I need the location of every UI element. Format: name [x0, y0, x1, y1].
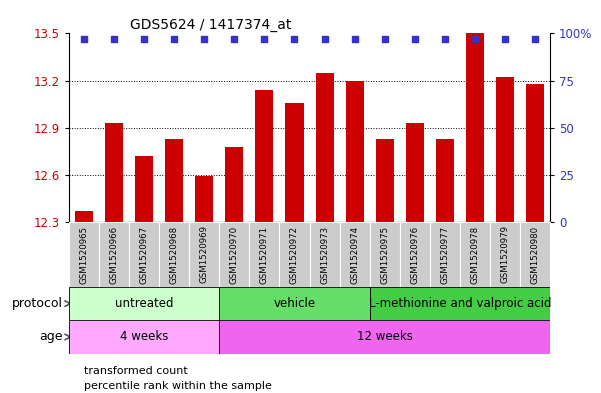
Point — [320, 36, 329, 42]
Text: protocol: protocol — [12, 297, 63, 310]
Bar — [436, 139, 454, 222]
Text: GSM1520978: GSM1520978 — [471, 226, 479, 283]
Bar — [279, 222, 310, 287]
Point — [470, 36, 480, 42]
Bar — [219, 287, 370, 320]
Text: untreated: untreated — [115, 297, 174, 310]
Bar — [285, 103, 304, 222]
Text: vehicle: vehicle — [273, 297, 316, 310]
Bar — [69, 287, 219, 320]
Text: 12 weeks: 12 weeks — [357, 331, 412, 343]
Point — [380, 36, 389, 42]
Bar — [340, 222, 370, 287]
Bar — [219, 320, 550, 354]
Point — [260, 36, 269, 42]
Bar — [460, 222, 490, 287]
Bar — [135, 156, 153, 222]
Bar — [496, 77, 514, 222]
Bar — [249, 222, 279, 287]
Bar — [195, 176, 213, 222]
Bar — [69, 320, 219, 354]
Bar — [370, 287, 550, 320]
Bar — [400, 222, 430, 287]
Bar — [406, 123, 424, 222]
Text: GSM1520970: GSM1520970 — [230, 226, 239, 283]
Bar — [310, 222, 340, 287]
Text: GSM1520966: GSM1520966 — [110, 226, 118, 283]
Bar — [316, 73, 334, 222]
Bar — [99, 222, 129, 287]
Bar — [129, 222, 159, 287]
Text: GSM1520971: GSM1520971 — [260, 226, 269, 283]
Text: GDS5624 / 1417374_at: GDS5624 / 1417374_at — [130, 18, 291, 32]
Point — [350, 36, 359, 42]
Text: age: age — [40, 331, 63, 343]
Bar — [376, 139, 394, 222]
Text: L-methionine and valproic acid: L-methionine and valproic acid — [368, 297, 551, 310]
Text: percentile rank within the sample: percentile rank within the sample — [84, 381, 272, 391]
Point — [440, 36, 450, 42]
Text: transformed count: transformed count — [84, 366, 188, 376]
Bar — [105, 123, 123, 222]
Point — [200, 36, 209, 42]
Text: GSM1520967: GSM1520967 — [140, 226, 148, 283]
Text: GSM1520969: GSM1520969 — [200, 226, 209, 283]
Bar — [370, 222, 400, 287]
Point — [530, 36, 540, 42]
Point — [410, 36, 419, 42]
Bar — [255, 90, 273, 222]
Bar — [430, 222, 460, 287]
Bar — [75, 211, 93, 222]
Bar — [466, 33, 484, 222]
Point — [79, 36, 89, 42]
Bar — [225, 147, 243, 222]
Point — [500, 36, 510, 42]
Text: GSM1520976: GSM1520976 — [410, 226, 419, 283]
Text: GSM1520972: GSM1520972 — [290, 226, 299, 283]
Text: GSM1520980: GSM1520980 — [531, 226, 539, 283]
Bar — [346, 81, 364, 222]
Point — [169, 36, 179, 42]
Text: GSM1520973: GSM1520973 — [320, 226, 329, 283]
Text: GSM1520975: GSM1520975 — [380, 226, 389, 283]
Point — [230, 36, 239, 42]
Bar — [526, 84, 544, 222]
Bar — [165, 139, 183, 222]
Text: GSM1520965: GSM1520965 — [80, 226, 88, 283]
Bar — [69, 222, 99, 287]
Point — [139, 36, 149, 42]
Bar — [520, 222, 550, 287]
Bar — [159, 222, 189, 287]
Bar — [219, 222, 249, 287]
Point — [290, 36, 299, 42]
Text: GSM1520974: GSM1520974 — [350, 226, 359, 283]
Bar — [189, 222, 219, 287]
Text: GSM1520968: GSM1520968 — [170, 226, 178, 283]
Text: 4 weeks: 4 weeks — [120, 331, 168, 343]
Text: GSM1520977: GSM1520977 — [441, 226, 449, 283]
Text: GSM1520979: GSM1520979 — [501, 226, 509, 283]
Bar — [490, 222, 520, 287]
Point — [109, 36, 119, 42]
